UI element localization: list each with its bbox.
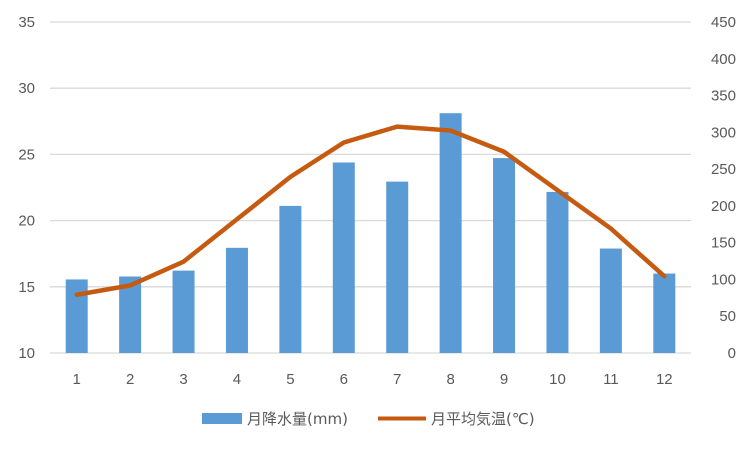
bar-month-12 [653, 273, 676, 353]
bar-month-8 [439, 113, 462, 353]
x-tick-label: 12 [656, 371, 673, 388]
gridlines [50, 21, 691, 354]
right-tick-label: 350 [711, 88, 736, 105]
bar-month-2 [119, 276, 142, 353]
bar-month-4 [225, 247, 248, 353]
x-axis-ticks: 1 2 3 4 5 6 7 8 9 10 11 12 [73, 371, 673, 388]
right-tick-label: 100 [711, 271, 736, 288]
bar-month-10 [546, 191, 569, 353]
right-tick-label: 50 [719, 308, 736, 325]
temperature-series-line [74, 124, 667, 297]
left-tick-label: 35 [18, 14, 35, 31]
x-tick-label: 8 [446, 371, 454, 388]
legend: 月降水量(mm) 月平均気温(℃) [202, 410, 535, 428]
right-tick-label: 450 [711, 14, 736, 31]
left-axis-ticks: 10 15 20 25 30 35 [18, 14, 35, 362]
bar-month-3 [172, 270, 195, 353]
right-tick-label: 300 [711, 124, 736, 141]
right-tick-label: 250 [711, 161, 736, 178]
bar-month-1 [65, 279, 88, 353]
right-tick-label: 400 [711, 51, 736, 68]
x-tick-label: 7 [393, 371, 401, 388]
x-tick-label: 3 [179, 371, 187, 388]
bar-month-9 [493, 158, 516, 353]
x-tick-label: 1 [73, 371, 81, 388]
x-tick-label: 4 [233, 371, 241, 388]
bar-month-11 [599, 248, 622, 353]
legend-temperature-label: 月平均気温(℃) [431, 410, 535, 428]
right-tick-label: 200 [711, 198, 736, 215]
bar-month-6 [332, 162, 355, 353]
x-tick-label: 5 [286, 371, 294, 388]
right-tick-label: 150 [711, 235, 736, 252]
bar-month-5 [279, 205, 302, 353]
legend-precipitation-label: 月降水量(mm) [247, 410, 348, 428]
left-tick-label: 30 [18, 80, 35, 97]
right-tick-label: 0 [728, 345, 736, 362]
precipitation-bars [65, 113, 676, 353]
legend-precipitation-swatch [202, 413, 242, 424]
x-tick-label: 10 [549, 371, 566, 388]
x-tick-label: 2 [126, 371, 134, 388]
x-tick-label: 11 [603, 371, 619, 388]
left-tick-label: 20 [18, 213, 35, 230]
right-axis-ticks: 0 50 100 150 200 250 300 350 400 450 [711, 14, 736, 362]
bar-month-7 [386, 181, 409, 353]
left-tick-label: 15 [18, 279, 35, 296]
left-tick-label: 10 [18, 345, 35, 362]
x-tick-label: 6 [340, 371, 348, 388]
temperature-line [74, 124, 667, 297]
left-tick-label: 25 [18, 146, 35, 163]
x-tick-label: 9 [500, 371, 508, 388]
